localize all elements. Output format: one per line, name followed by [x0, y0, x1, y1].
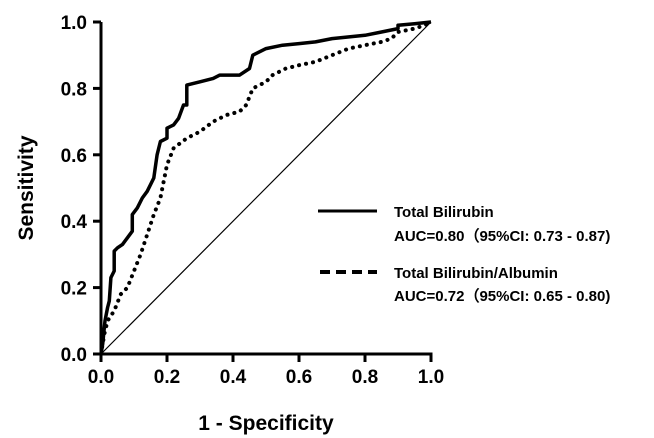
x-tick-label: 0.4	[220, 367, 247, 388]
x-tick-label: 0.0	[88, 367, 114, 388]
legend-label-total-bilirubin: Total Bilirubin	[394, 204, 494, 221]
y-tick-label: 0.8	[61, 79, 87, 100]
legend-entry-total-bilirubin-albumin: Total Bilirubin/Albumin AUC=0.72（95%CI: …	[320, 265, 610, 305]
y-axis-title: Sensitivity	[15, 135, 38, 240]
y-tick-label: 0.6	[61, 146, 87, 167]
series-line-total-bilirubin	[99, 20, 432, 355]
x-tick-label: 0.6	[286, 367, 312, 388]
y-tick-label: 1.0	[61, 13, 87, 34]
x-axis-title: 1 - Specificity	[198, 412, 334, 435]
x-tick-label: 0.2	[154, 367, 180, 388]
legend: Total Bilirubin AUC=0.80（95%CI: 0.73 - 0…	[318, 204, 610, 305]
reference-diagonal-line	[100, 21, 432, 355]
series-line-total-bilirubin-albumin	[99, 20, 433, 356]
plot-area	[99, 20, 433, 356]
y-tick-label: 0.0	[61, 345, 87, 366]
x-tick-label: 1.0	[418, 367, 444, 388]
legend-auc-total-bilirubin: AUC=0.80（95%CI: 0.73 - 0.87)	[394, 227, 610, 245]
y-tick-label: 0.4	[61, 212, 88, 233]
legend-entry-total-bilirubin: Total Bilirubin AUC=0.80（95%CI: 0.73 - 0…	[318, 204, 610, 245]
legend-label-total-bilirubin-albumin: Total Bilirubin/Albumin	[394, 265, 558, 282]
y-tick-label: 0.2	[61, 279, 87, 300]
legend-auc-total-bilirubin-albumin: AUC=0.72（95%CI: 0.65 - 0.80)	[394, 287, 610, 305]
x-tick-label: 0.8	[352, 367, 378, 388]
axes: 1 - Specificity Sensitivity 0.0 0.2 0.4 0.6…	[15, 13, 444, 435]
